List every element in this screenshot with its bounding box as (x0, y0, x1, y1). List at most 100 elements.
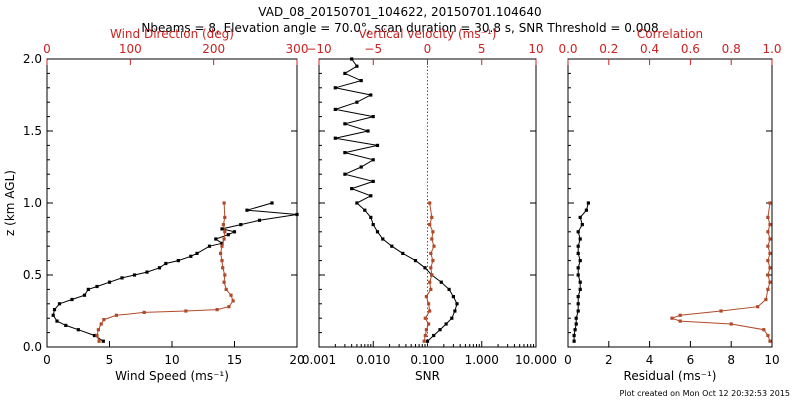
data-point (430, 237, 434, 241)
data-point (52, 308, 57, 312)
top-x-tick-label: −5 (364, 42, 382, 56)
series-line-1 (333, 58, 458, 342)
data-point (176, 259, 180, 263)
bottom-x-tick-label: 0 (564, 353, 572, 367)
top-x-tick-label: 0 (43, 42, 51, 56)
data-point (578, 259, 582, 263)
data-point (439, 280, 443, 284)
top-x-axis-label: Wind Direction (deg) (110, 27, 234, 41)
data-point (756, 305, 760, 309)
data-point (578, 287, 582, 291)
data-point (99, 322, 103, 326)
top-x-tick-label: 0.2 (599, 42, 618, 56)
data-point (195, 251, 199, 255)
data-point (576, 251, 580, 255)
bottom-x-tick-label: 10.000 (515, 353, 557, 367)
data-point (766, 244, 770, 248)
data-point (423, 266, 427, 270)
data-point (97, 339, 101, 343)
data-point (429, 251, 433, 255)
data-point (578, 280, 582, 284)
bottom-x-axis-label: Residual (ms⁻¹) (624, 369, 717, 383)
series-line-1 (52, 202, 298, 342)
data-point (424, 295, 428, 299)
data-point (428, 280, 432, 284)
data-point (432, 244, 436, 248)
data-point (57, 302, 62, 306)
data-point (425, 339, 430, 343)
data-point (257, 218, 262, 222)
data-point (586, 201, 590, 205)
data-point (768, 201, 772, 205)
data-point (576, 273, 580, 277)
bottom-x-tick-label: 8 (727, 353, 735, 367)
data-point (229, 293, 233, 297)
data-point (413, 259, 418, 263)
data-point (343, 151, 347, 155)
data-point (223, 230, 227, 234)
data-point (371, 115, 375, 119)
data-point (768, 266, 772, 270)
data-point (573, 328, 577, 332)
bottom-x-axis-label: SNR (415, 369, 440, 383)
data-point (350, 57, 354, 61)
data-point (576, 266, 580, 270)
top-x-tick-label: 100 (119, 42, 142, 56)
data-point (424, 328, 428, 332)
data-point (224, 287, 228, 291)
data-point (107, 280, 112, 284)
data-point (766, 287, 770, 291)
data-point (231, 299, 235, 303)
data-point (371, 158, 375, 162)
bottom-x-tick-label: 0 (43, 353, 51, 367)
y-tick-label: 1.5 (23, 124, 42, 138)
series-line-2 (670, 202, 771, 342)
data-point (226, 233, 230, 237)
data-point (766, 259, 770, 263)
data-point (766, 230, 770, 234)
data-point (157, 266, 162, 270)
panel-2: 0.001 0.010 0.100 1.000 10.000 −10 −5 0 5 10 SNR Ve… (302, 27, 557, 383)
bottom-x-tick-label: 4 (646, 353, 654, 367)
data-point (431, 230, 435, 234)
data-point (114, 313, 118, 317)
data-point (102, 318, 106, 322)
data-point (355, 100, 359, 104)
data-point (333, 107, 337, 111)
data-point (343, 172, 347, 176)
data-point (768, 223, 772, 227)
y-tick-label: 0.5 (23, 268, 42, 282)
data-point (766, 215, 770, 219)
plot-created-footer: Plot created on Mon Oct 12 20:32:53 2015 (620, 389, 790, 398)
data-point (215, 308, 219, 312)
data-point (76, 328, 80, 332)
data-point (355, 64, 359, 68)
data-point (678, 313, 682, 317)
top-x-axis-label: Vertical velocity (ms⁻¹) (359, 27, 497, 41)
data-point (455, 302, 459, 306)
y-axis-label: z (km AGL) (3, 170, 17, 236)
data-point (572, 333, 576, 338)
data-point (70, 297, 74, 302)
data-point (427, 322, 431, 326)
data-point (232, 230, 237, 234)
data-point (447, 287, 451, 291)
top-x-tick-label: 5 (478, 42, 486, 56)
data-point (184, 309, 188, 313)
data-point (369, 93, 373, 97)
data-point (428, 223, 432, 227)
data-point (578, 215, 582, 219)
data-point (220, 227, 224, 231)
data-point (576, 309, 580, 313)
data-point (92, 333, 97, 338)
y-tick-label: 2.0 (23, 52, 42, 66)
data-point (221, 223, 225, 227)
data-point (189, 254, 193, 258)
panel-frame (567, 58, 773, 348)
data-point (270, 201, 274, 205)
data-point (576, 295, 580, 299)
data-point (64, 323, 68, 327)
data-point (584, 208, 588, 212)
